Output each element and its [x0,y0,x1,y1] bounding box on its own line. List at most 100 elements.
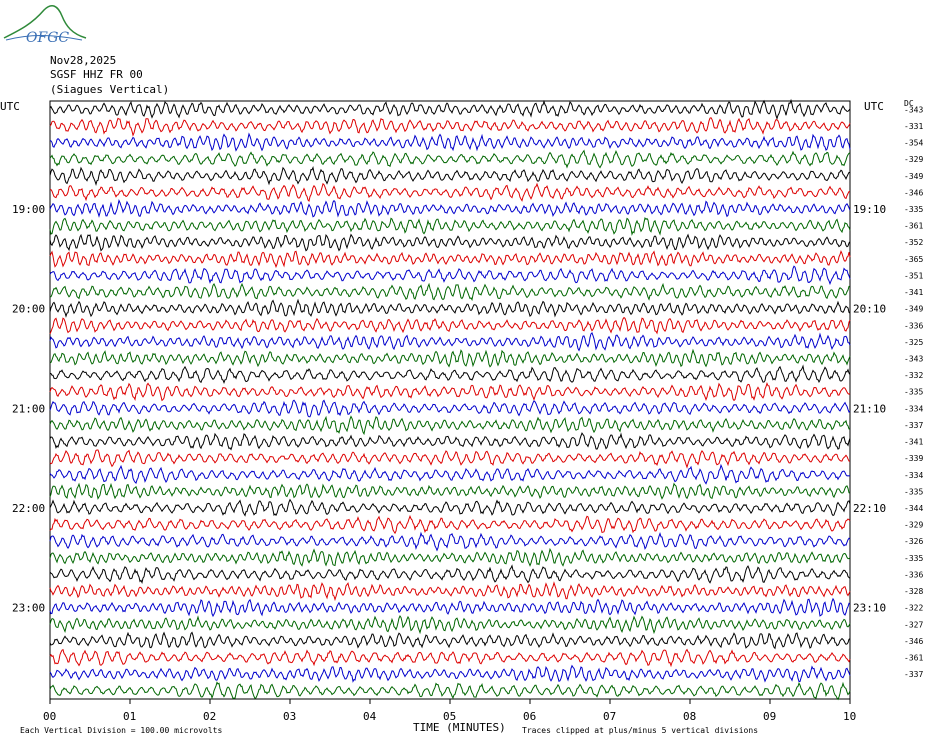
trace-line [49,399,851,418]
x-axis-label: TIME (MINUTES) [413,721,506,734]
trace-line [49,331,851,352]
dc-offset-label: -334 [904,404,923,413]
dc-offset-label: -346 [904,637,923,646]
trace-line [49,631,851,650]
trace-line [49,233,851,252]
left-hour-label: 23:00 [12,602,45,615]
trace-line [49,250,851,269]
trace-line [49,182,851,202]
x-tick-label: 02 [203,710,216,723]
dc-offset-label: -354 [904,139,923,148]
dc-offset-label: -331 [904,122,923,131]
x-tick-label: 03 [283,710,296,723]
trace-line [49,547,851,567]
trace-line [49,482,851,500]
date-label: Nov28,2025 [50,54,117,67]
x-tick-label: 06 [523,710,536,723]
trace-line [49,298,851,318]
dc-offset-label: -344 [904,504,923,513]
x-tick-label: 04 [363,710,377,723]
dc-offset-label: -361 [904,222,923,231]
dc-offset-label: -352 [904,238,923,247]
footer-left-note: Each Vertical Division = 100.00 microvol… [20,726,222,735]
x-tick-label: 10 [843,710,856,723]
trace-line [49,615,851,635]
trace-line [49,432,851,451]
trace-line [49,364,851,385]
trace-line [49,564,851,585]
x-tick-label: 09 [763,710,776,723]
trace-line [49,597,851,618]
trace-line [49,463,851,485]
right-axis-title: UTC [864,100,884,113]
station-name-label: (Siagues Vertical) [50,83,170,96]
x-tick-label: 01 [123,710,136,723]
trace-line [49,531,851,552]
footer-right-note: Traces clipped at plus/minus 5 vertical … [522,726,758,735]
trace-line [49,282,851,302]
dc-offset-label: -346 [904,188,923,197]
dc-offset-label: -336 [904,570,923,579]
dc-offset-label: -343 [904,355,923,364]
right-hour-label: 22:10 [853,502,886,515]
dc-offset-label: -326 [904,537,923,546]
right-hour-label: 23:10 [853,602,886,615]
left-hour-label: 21:00 [12,402,45,415]
trace-line [49,217,851,236]
trace-line [49,449,851,469]
trace-line [49,664,851,683]
trace-line [49,198,851,218]
dc-offset-label: -325 [904,338,923,347]
dc-offset-label: -335 [904,487,923,496]
dc-offset-label: -336 [904,321,923,330]
dc-offset-label: -328 [904,587,923,596]
trace-line [49,581,851,602]
trace-line [49,98,851,121]
dc-offset-label: -327 [904,620,923,629]
dc-offset-label: -365 [904,255,923,264]
dc-offset-label: -334 [904,471,923,480]
dc-title: DC [904,99,914,108]
x-tick-label: 08 [683,710,696,723]
ofgc-logo: OFGC [3,5,87,46]
right-hour-label: 19:10 [853,203,886,216]
dc-offset-label: -361 [904,654,923,663]
left-hour-label: 22:00 [12,502,45,515]
trace-line [49,316,851,335]
trace-line [49,132,851,152]
trace-line [49,514,851,535]
dc-offset-label: -339 [904,454,923,463]
trace-line [49,348,851,368]
dc-offset-label: -335 [904,205,923,214]
trace-line [49,165,851,187]
left-hour-label: 20:00 [12,303,45,316]
trace-line [49,265,851,286]
trace-line [49,381,851,402]
station-label: SGSF HHZ FR 00 [50,68,143,81]
axes-group: -343 -331 -354 -329 -349 -346 -335 -361 -352 -365… [12,105,923,723]
logo-text: OFGC [26,30,69,46]
left-axis-title: UTC [0,100,20,113]
dc-offset-label: -351 [904,271,923,280]
trace-line [49,648,851,668]
x-tick-label: 05 [443,710,456,723]
right-hour-label: 20:10 [853,303,886,316]
right-hour-label: 21:10 [853,402,886,415]
dc-offset-label: -337 [904,421,923,430]
dc-offset-label: -329 [904,521,923,530]
dc-offset-label: -349 [904,305,923,314]
trace-line [49,117,851,137]
trace-line [49,681,851,701]
dc-offset-label: -343 [904,105,923,114]
dc-offset-label: -337 [904,670,923,679]
x-tick-label: 07 [603,710,616,723]
dc-offset-label: -335 [904,554,923,563]
dc-offset-label: -349 [904,172,923,181]
dc-offset-label: -341 [904,438,923,447]
trace-line [49,498,851,517]
trace-group [49,98,851,701]
dc-offset-label: -332 [904,371,923,380]
dc-offset-label: -322 [904,604,923,613]
x-tick-label: 00 [43,710,56,723]
